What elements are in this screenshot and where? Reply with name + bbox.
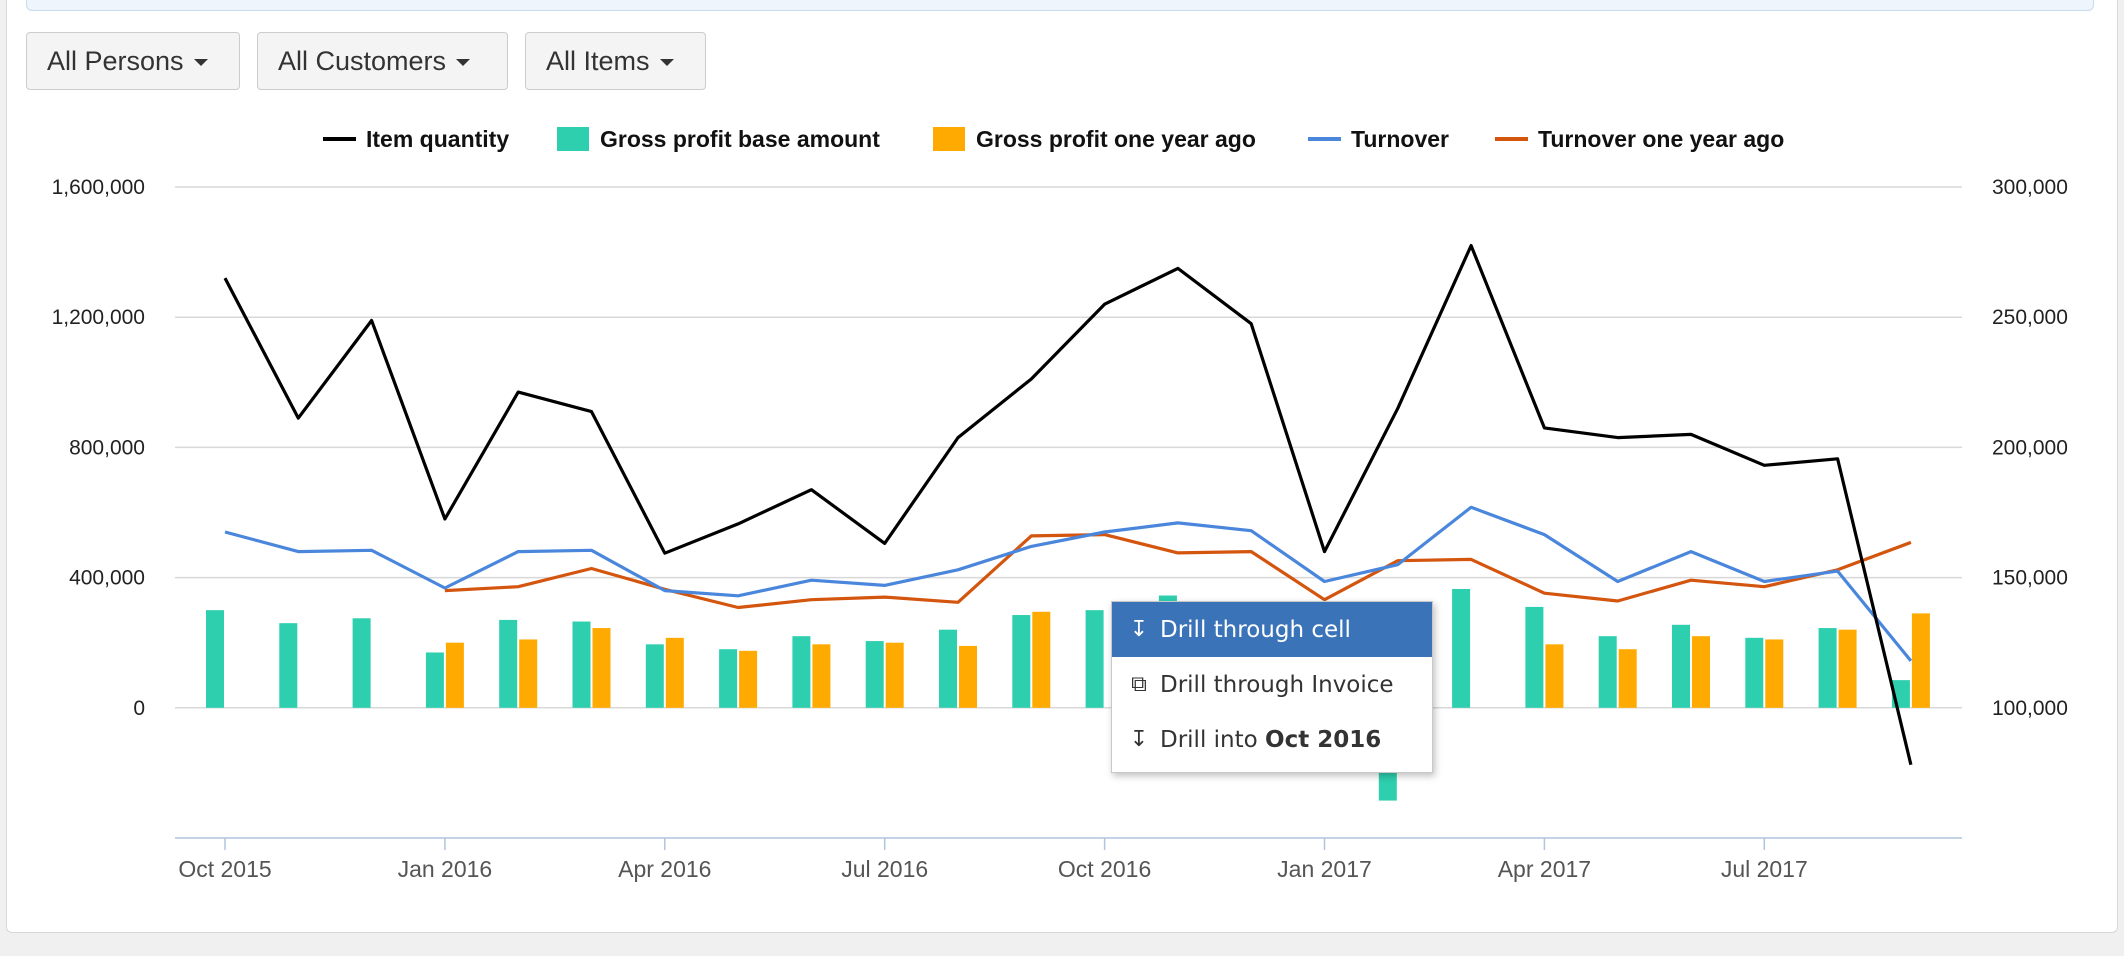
bar-gross-profit-one-year-ago xyxy=(519,639,538,708)
menu-item-label-period: Oct 2016 xyxy=(1265,726,1382,753)
line-item-quantity xyxy=(223,244,1913,766)
bar-gross-profit-one-year-ago xyxy=(812,644,831,708)
bar-gross-profit-base xyxy=(1598,636,1617,708)
bar-gross-profit-base xyxy=(1525,606,1544,708)
bar-gross-profit-one-year-ago xyxy=(739,650,758,708)
drill-down-arrow-icon: ↧ xyxy=(1129,617,1149,642)
bar-gross-profit-one-year-ago xyxy=(1765,639,1784,708)
bar-gross-profit-base xyxy=(425,652,444,708)
menu-item-label: Drill through cell xyxy=(1160,616,1351,643)
items-filter-dropdown[interactable]: All Items xyxy=(525,32,706,90)
y-right-tick-label: 300,000 xyxy=(1992,176,2068,199)
customers-filter-dropdown[interactable]: All Customers xyxy=(257,32,508,90)
bar-gross-profit-base xyxy=(792,636,811,708)
bar-gross-profit-base xyxy=(1085,610,1104,708)
bar-gross-profit-base xyxy=(206,610,224,708)
legend-label: Gross profit one year ago xyxy=(976,126,1256,152)
bar-gross-profit-base xyxy=(1012,615,1031,708)
y-left-tick-label: 1,200,000 xyxy=(52,306,145,329)
bar-gross-profit-one-year-ago xyxy=(1911,613,1930,708)
bar-gross-profit-one-year-ago xyxy=(1838,629,1857,708)
bar-gross-profit-base xyxy=(279,623,298,708)
bar-gross-profit-base xyxy=(719,649,738,708)
bar-gross-profit-one-year-ago xyxy=(1545,644,1564,708)
line-turnover xyxy=(224,505,1913,662)
y-left-tick-label: 800,000 xyxy=(69,436,145,459)
legend-swatch xyxy=(933,127,965,151)
bar-gross-profit-base xyxy=(645,644,664,708)
bar-gross-profit-base xyxy=(865,641,884,708)
bar-gross-profit-base xyxy=(1672,624,1690,708)
drill-through-invoice-item[interactable]: ⧉ Drill through Invoice xyxy=(1112,657,1432,712)
bar-gross-profit-base xyxy=(1452,588,1471,708)
items-filter-label: All Items xyxy=(546,45,650,76)
drill-into-period-item[interactable]: ↧ Drill into Oct 2016 xyxy=(1112,712,1432,767)
bar-gross-profit-one-year-ago xyxy=(959,645,977,708)
x-tick-label: Apr 2016 xyxy=(618,856,711,882)
drill-through-cell-item[interactable]: ↧ Drill through cell xyxy=(1112,602,1432,657)
top-info-bar xyxy=(26,0,2094,11)
bar-gross-profit-one-year-ago xyxy=(885,642,904,708)
persons-filter-label: All Persons xyxy=(47,45,184,76)
chevron-down-icon xyxy=(193,59,208,66)
x-tick-label: Oct 2015 xyxy=(178,856,271,882)
legend-label: Turnover one year ago xyxy=(1538,126,1784,152)
legend-label: Gross profit base amount xyxy=(600,126,880,152)
bar-gross-profit-base xyxy=(572,621,591,708)
y-right-tick-label: 250,000 xyxy=(1992,306,2068,329)
bar-gross-profit-base xyxy=(939,629,957,708)
chevron-down-icon xyxy=(456,59,471,66)
legend-label: Turnover xyxy=(1351,126,1449,152)
bar-gross-profit-base xyxy=(1818,628,1837,708)
x-tick-label: Apr 2017 xyxy=(1498,856,1591,882)
context-menu: ↧ Drill through cell ⧉ Drill through Inv… xyxy=(1111,601,1433,773)
bar-gross-profit-base xyxy=(352,618,371,708)
x-tick-label: Jul 2017 xyxy=(1721,856,1808,882)
y-left-tick-label: 400,000 xyxy=(69,567,145,590)
drill-down-arrow-icon: ↧ xyxy=(1129,727,1149,752)
external-link-icon: ⧉ xyxy=(1131,672,1147,697)
y-right-tick-label: 150,000 xyxy=(1992,567,2068,590)
bar-gross-profit-one-year-ago xyxy=(592,628,611,708)
bar-gross-profit-base xyxy=(1745,637,1764,708)
bar-gross-profit-one-year-ago xyxy=(445,642,464,708)
bar-gross-profit-one-year-ago xyxy=(665,637,684,708)
y-right-tick-label: 200,000 xyxy=(1992,436,2068,459)
legend-swatch xyxy=(557,127,589,151)
chevron-down-icon xyxy=(659,59,674,66)
customers-filter-label: All Customers xyxy=(278,45,447,76)
menu-item-label-prefix: Drill into xyxy=(1160,726,1266,753)
menu-item-label: Drill through Invoice xyxy=(1160,671,1394,698)
y-left-tick-label: 1,600,000 xyxy=(52,176,145,199)
x-tick-label: Jul 2016 xyxy=(841,856,928,882)
bar-gross-profit-base xyxy=(499,619,518,708)
y-right-tick-label: 100,000 xyxy=(1992,697,2068,720)
bar-gross-profit-one-year-ago xyxy=(1618,649,1637,708)
line-turnover-one-year-ago xyxy=(444,533,1912,610)
bar-gross-profit-one-year-ago xyxy=(1032,611,1051,708)
x-tick-label: Jan 2017 xyxy=(1277,856,1372,882)
persons-filter-dropdown[interactable]: All Persons xyxy=(26,32,240,90)
legend-label: Item quantity xyxy=(366,126,509,152)
bar-gross-profit-one-year-ago xyxy=(1692,636,1710,708)
x-tick-label: Jan 2016 xyxy=(398,856,493,882)
x-tick-label: Oct 2016 xyxy=(1058,856,1151,882)
y-left-tick-label: 0 xyxy=(133,697,145,720)
